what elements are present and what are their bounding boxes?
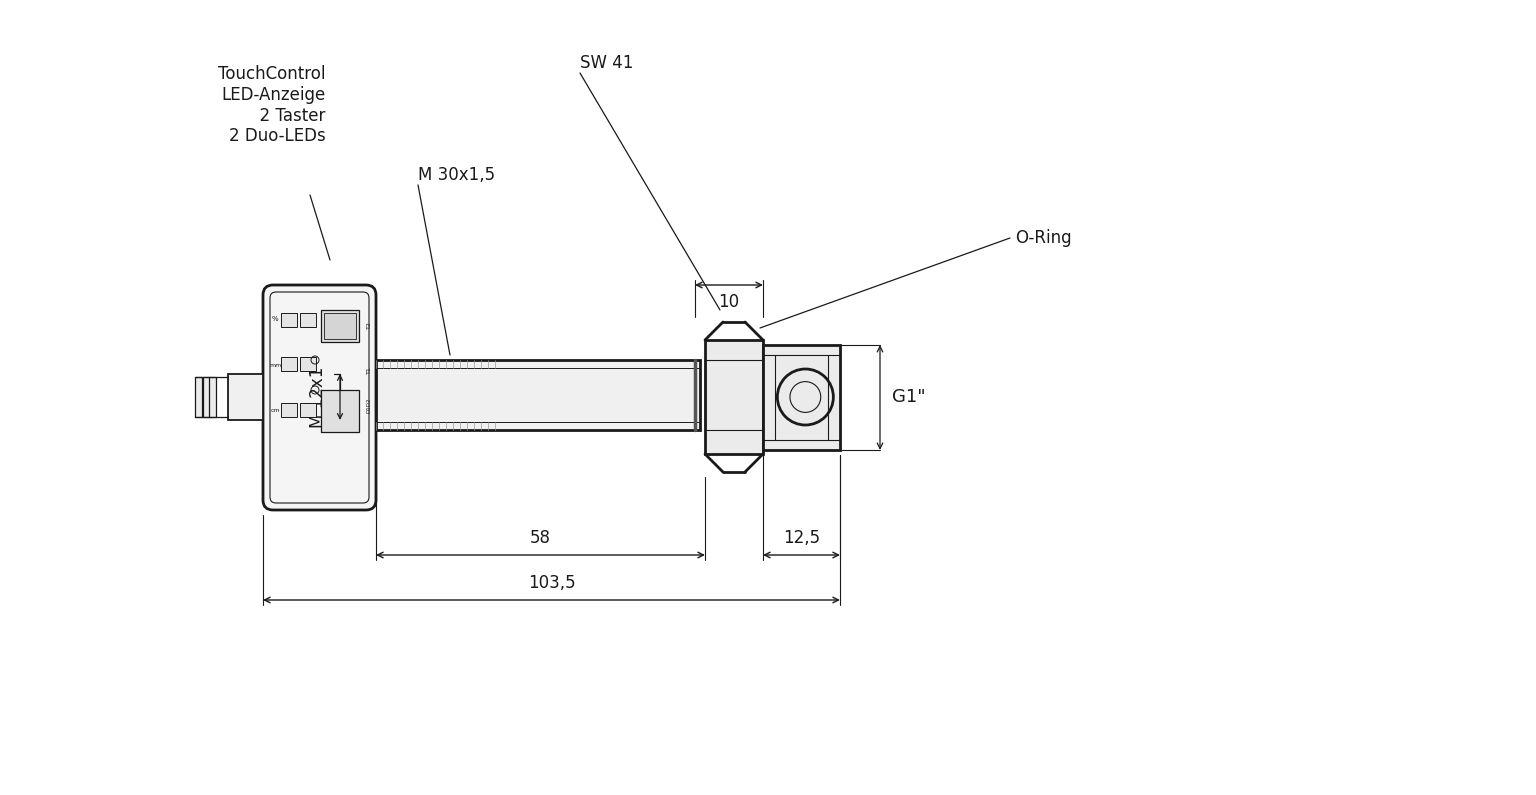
Bar <box>300 313 316 327</box>
Bar <box>209 377 217 417</box>
Bar <box>227 374 263 420</box>
Bar <box>324 313 356 339</box>
Text: 10: 10 <box>719 293 739 311</box>
Text: SW 41: SW 41 <box>581 54 633 72</box>
Bar <box>705 340 763 454</box>
Text: G1": G1" <box>892 388 926 406</box>
Text: mm: mm <box>269 363 281 367</box>
Text: 103,5: 103,5 <box>528 574 576 592</box>
Text: O-Ring: O-Ring <box>1015 229 1072 247</box>
Text: D1D2: D1D2 <box>367 398 372 413</box>
Text: T1: T1 <box>367 366 372 374</box>
Text: cm: cm <box>270 408 280 413</box>
Bar <box>321 390 359 432</box>
Text: TouchControl
LED-Anzeige
  2 Taster
2 Duo-LEDs: TouchControl LED-Anzeige 2 Taster 2 Duo-… <box>218 65 326 145</box>
Text: T2: T2 <box>367 321 372 329</box>
Text: 58: 58 <box>530 529 551 547</box>
Bar <box>281 313 296 327</box>
Bar <box>281 403 296 417</box>
Bar <box>300 357 316 371</box>
Bar <box>321 310 359 342</box>
FancyBboxPatch shape <box>263 285 376 510</box>
Bar <box>300 403 316 417</box>
Bar <box>203 377 210 417</box>
Text: 12,5: 12,5 <box>783 529 820 547</box>
Text: %: % <box>272 316 278 322</box>
Bar <box>763 345 840 450</box>
Text: M 30x1,5: M 30x1,5 <box>418 166 495 184</box>
Bar <box>281 357 296 371</box>
Bar <box>195 377 203 417</box>
Text: M 12x1: M 12x1 <box>309 366 327 428</box>
Bar <box>376 360 700 430</box>
